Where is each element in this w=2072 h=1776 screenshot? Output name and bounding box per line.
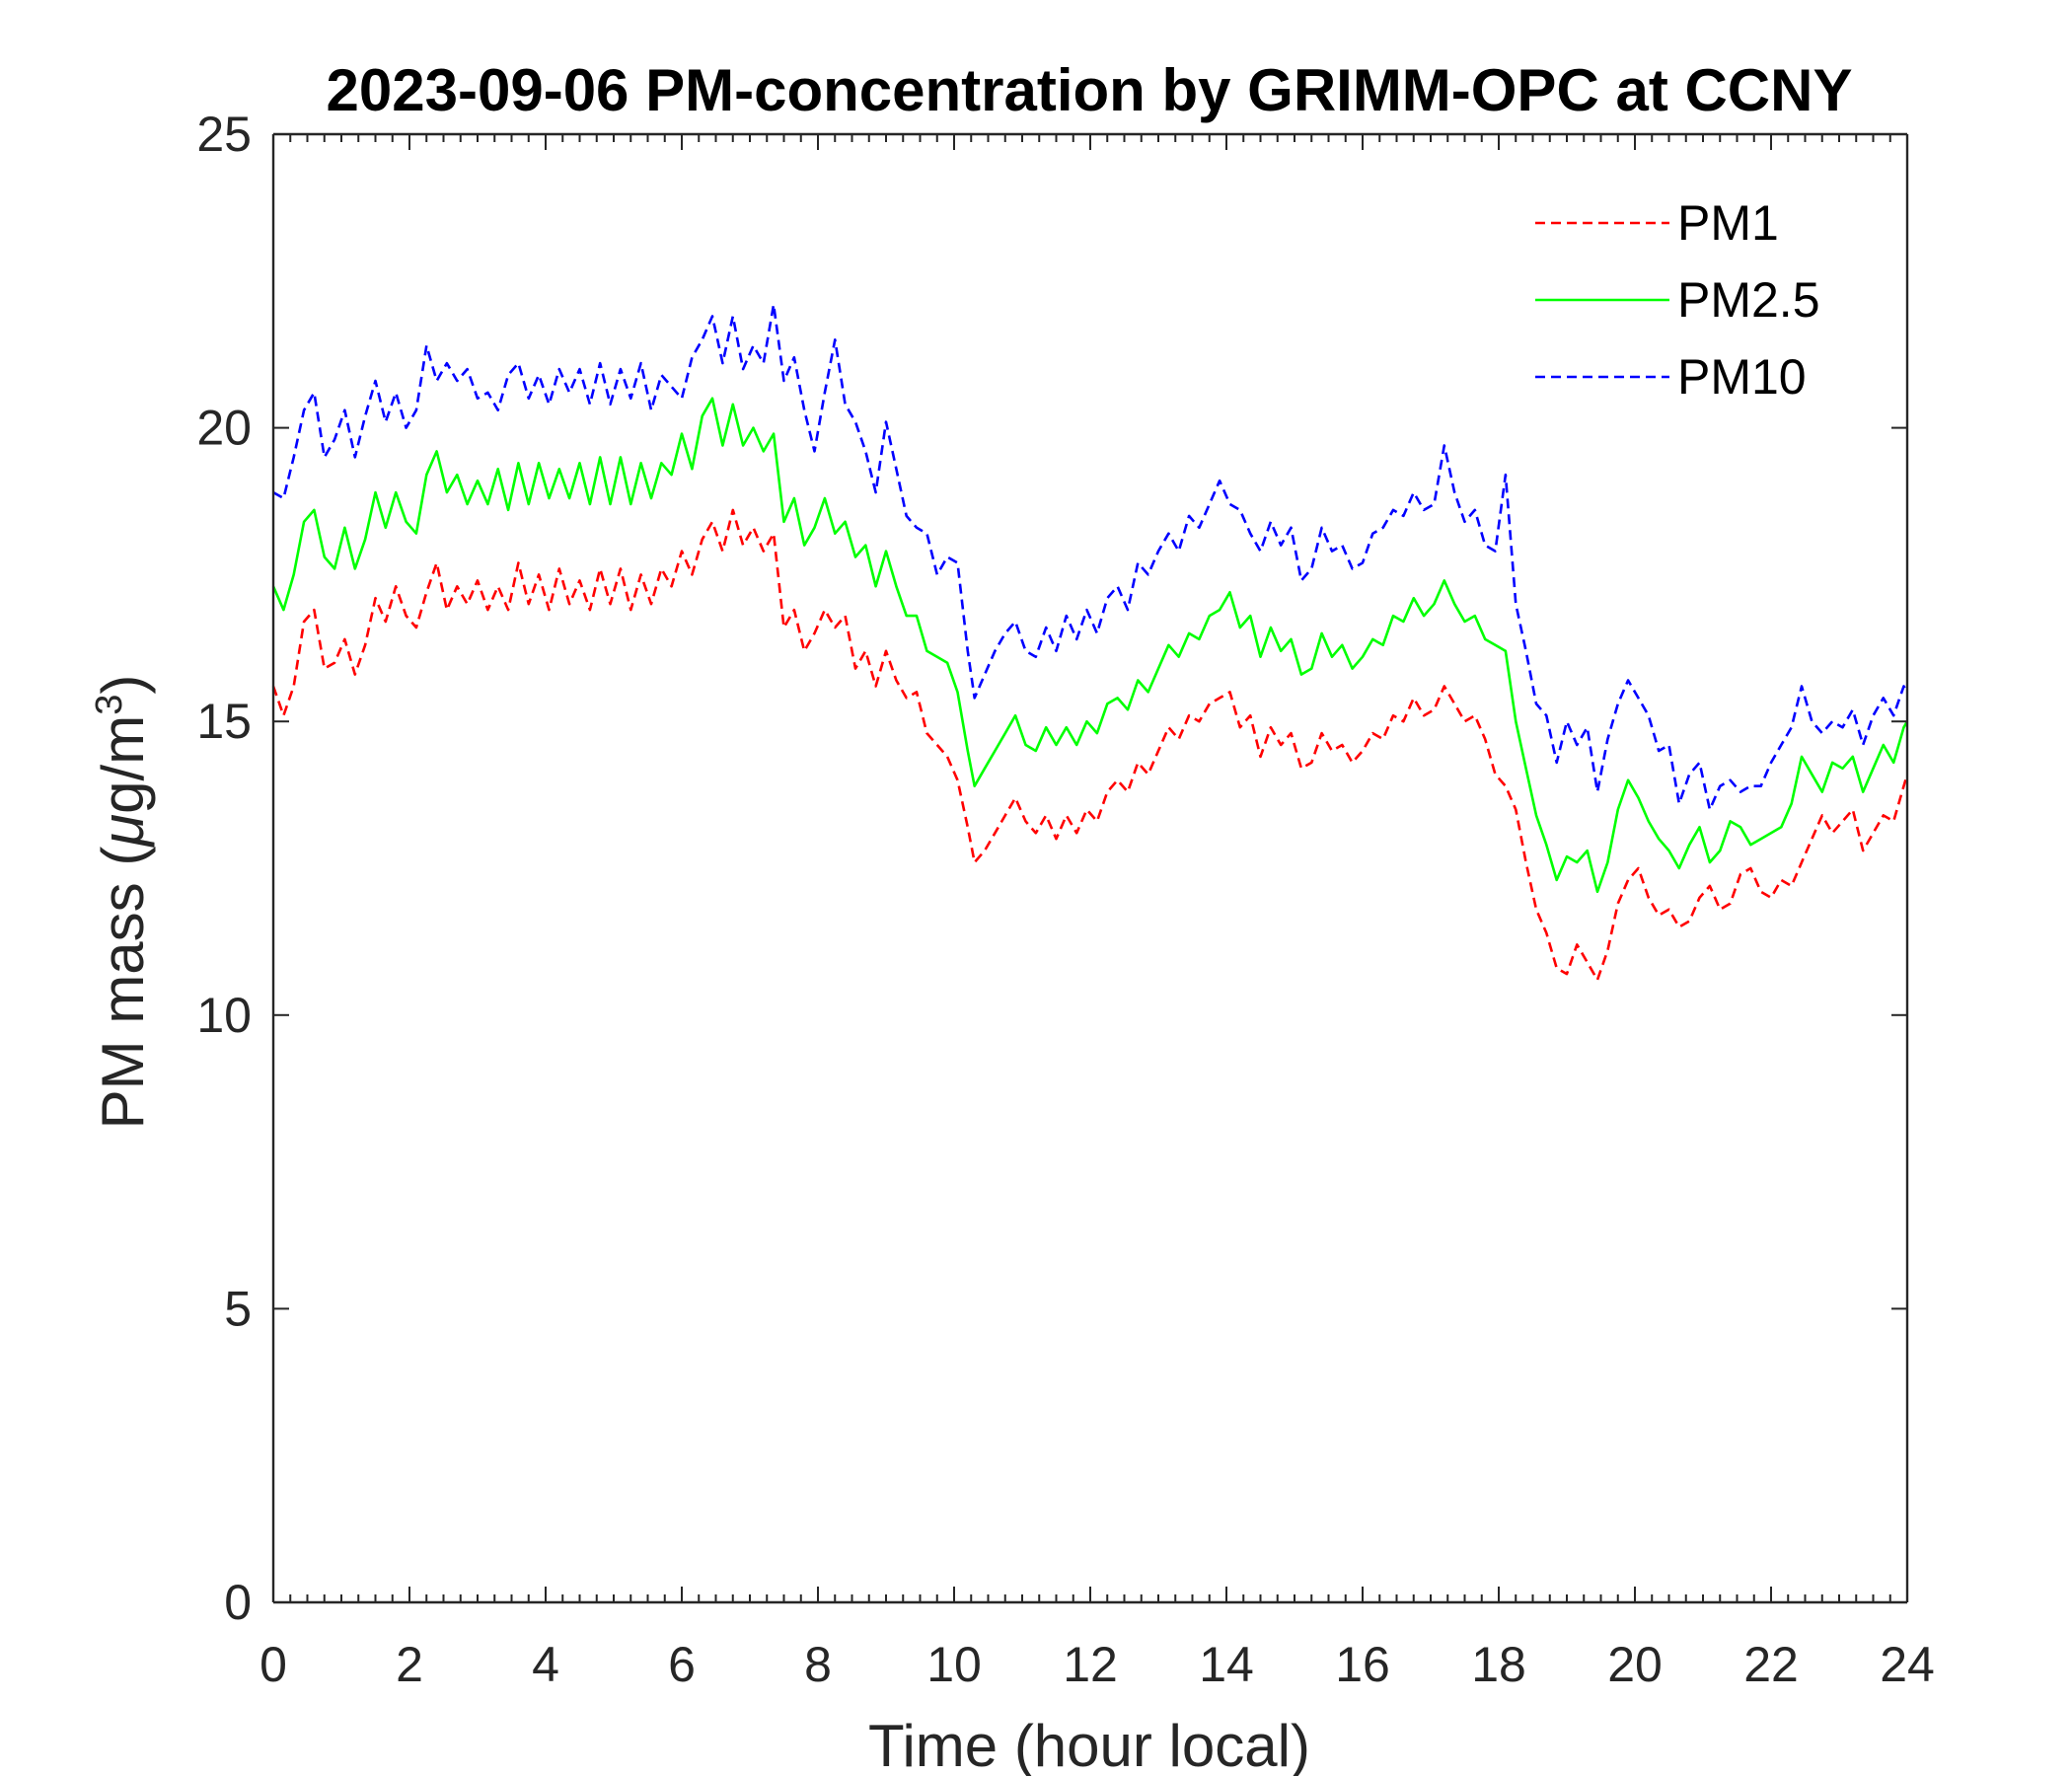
y-axis-label-superscript: 3	[89, 695, 130, 715]
x-tick-label: 0	[259, 1637, 287, 1692]
x-tick-label: 8	[804, 1637, 832, 1692]
y-tick-label: 15	[196, 694, 252, 749]
series-line-pm25	[271, 397, 1909, 894]
y-tick-label: 10	[196, 988, 252, 1043]
y-axis-label-main: PM mass (	[90, 847, 156, 1130]
y-axis-label-close: )	[90, 675, 156, 695]
series-line-pm1	[271, 508, 1909, 982]
x-tick-label: 16	[1335, 1637, 1390, 1692]
series-line-pm10	[272, 303, 1909, 811]
x-tick-label: 6	[668, 1637, 696, 1692]
x-tick-label: 24	[1880, 1637, 1935, 1692]
x-tick-label: 4	[532, 1637, 559, 1692]
y-tick-label: 5	[224, 1281, 252, 1336]
plot-area	[273, 134, 1907, 1602]
tick-layer	[272, 133, 1908, 1603]
legend: PM1 PM2.5 PM10	[1535, 195, 1820, 405]
x-tick-label: 10	[926, 1637, 982, 1692]
x-tick-label: 18	[1471, 1637, 1526, 1692]
legend-label-pm10: PM10	[1677, 349, 1807, 405]
y-tick-label: 0	[224, 1575, 252, 1630]
legend-label-pm25: PM2.5	[1677, 272, 1820, 328]
x-axis-label: Time (hour local)	[868, 1713, 1310, 1776]
x-tick-label: 20	[1607, 1637, 1663, 1692]
x-tick-label: 12	[1063, 1637, 1118, 1692]
x-tick-label: 2	[396, 1637, 423, 1692]
y-tick-label: 25	[196, 107, 252, 162]
series-layer	[271, 303, 1909, 982]
chart-title: 2023-09-06 PM-concentration by GRIMM-OPC…	[327, 57, 1853, 123]
x-tick-label: 22	[1743, 1637, 1799, 1692]
y-tick-label: 20	[196, 401, 252, 456]
y-axis-label-mu: μ	[90, 814, 156, 849]
y-axis-label-unit: g/m	[90, 715, 156, 814]
legend-label-pm1: PM1	[1677, 195, 1779, 251]
y-axis-label: PM mass (μg/m3)	[89, 675, 156, 1130]
x-tick-label: 14	[1199, 1637, 1254, 1692]
